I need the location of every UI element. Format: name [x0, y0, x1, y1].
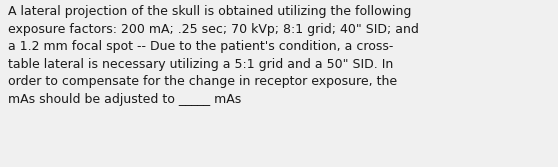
Text: A lateral projection of the skull is obtained utilizing the following
exposure f: A lateral projection of the skull is obt… [8, 5, 419, 106]
